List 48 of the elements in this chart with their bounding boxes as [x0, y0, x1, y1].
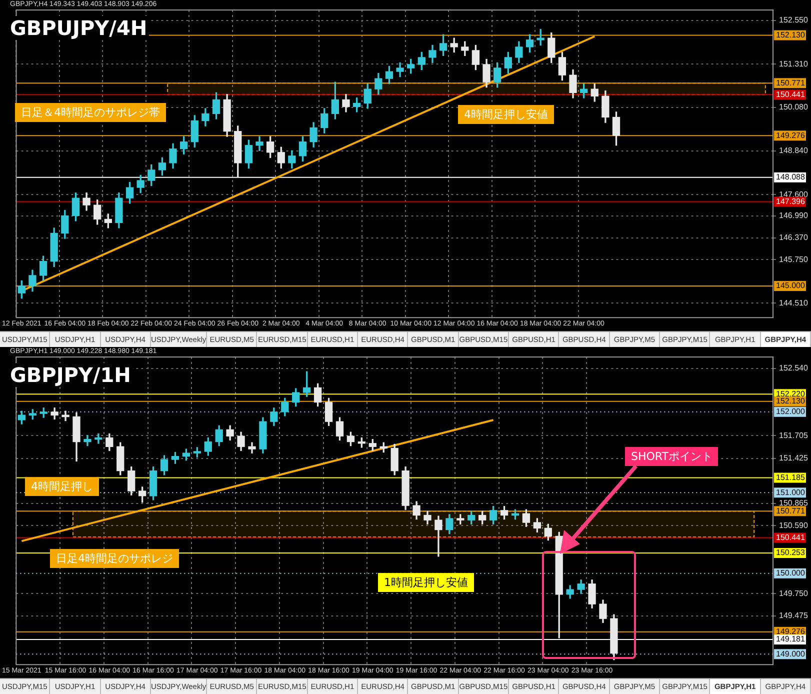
ref-line-label: 152.130 — [776, 30, 806, 40]
y-tick-label: 150.080 — [779, 102, 808, 112]
y-tick-label: 148.840 — [779, 146, 808, 156]
annotation: SHORTポイント — [625, 447, 718, 466]
y-tick-label: 151.705 — [779, 430, 808, 440]
ref-line-label: 147.396 — [776, 196, 806, 206]
candlestick — [248, 442, 256, 454]
y-tick-label: 152.540 — [779, 364, 808, 373]
ref-line-label: 151.000 — [776, 488, 806, 497]
annotation: 4時間足押し — [25, 477, 99, 496]
ref-line-label: 152.000 — [776, 407, 806, 416]
annotation: 日足4時間足のサポレジ — [50, 549, 179, 568]
ref-line-label: 145.000 — [776, 281, 806, 290]
ref-line-label: 152.130 — [776, 396, 806, 406]
y-tick-label: 145.750 — [779, 254, 808, 264]
ref-line-label: 148.088 — [776, 172, 806, 182]
ref-line-label: 150.771 — [776, 78, 806, 88]
ref-line-label: 149.181 — [776, 634, 806, 644]
ref-line-label: 150.441 — [776, 532, 806, 542]
y-tick-label: 149.750 — [779, 588, 808, 598]
ref-line-label: 149.000 — [776, 649, 806, 658]
ref-line-label: 149.276 — [776, 627, 806, 636]
y-tick-label: 149.475 — [779, 610, 808, 620]
ref-line-label: 150.253 — [776, 548, 806, 558]
chart-title: GBPUJPY/4H — [8, 16, 150, 40]
annotation: 4時間足押し安値 — [458, 105, 554, 124]
candlestick — [256, 136, 264, 151]
annotation: 日足＆4時間足のサポレジ帯 — [15, 103, 166, 122]
y-tick-label: 146.990 — [779, 211, 808, 220]
y-tick-label: 150.590 — [779, 520, 808, 530]
candlestick — [94, 433, 102, 444]
ref-line-label: 152.220 — [776, 389, 806, 398]
ref-line-label: 150.441 — [776, 90, 806, 99]
y-tick-label: 151.425 — [779, 454, 808, 463]
ref-line-label: 149.276 — [776, 130, 806, 140]
ref-line-label: 151.185 — [776, 472, 806, 482]
y-tick-label: 152.550 — [779, 16, 808, 25]
y-tick-label: 144.510 — [779, 298, 808, 308]
y-tick-label: 147.600 — [779, 190, 808, 199]
y-tick-label: 150.865 — [779, 498, 808, 508]
ref-line-label: 150.771 — [776, 506, 806, 516]
candlestick — [434, 516, 442, 557]
y-tick-label: 146.370 — [779, 233, 808, 242]
ref-line-label: 150.000 — [776, 568, 806, 578]
annotation: 1時間足押し安値 — [378, 573, 474, 592]
candlestick — [62, 410, 70, 422]
chart-title: GBPJPY/1H — [8, 363, 133, 387]
y-tick-label: 151.310 — [779, 59, 808, 68]
